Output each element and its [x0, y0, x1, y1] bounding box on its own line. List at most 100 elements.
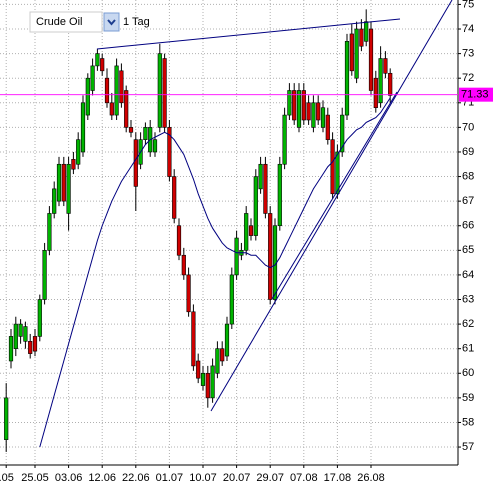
- candle-body: [191, 311, 196, 367]
- candle-body: [388, 72, 393, 96]
- last-price-box: [459, 87, 493, 102]
- candle-body: [301, 90, 306, 121]
- candle-body: [258, 163, 263, 190]
- candle-body: [378, 58, 383, 104]
- y-tick-label: 63: [462, 293, 474, 305]
- candle-body: [100, 58, 105, 72]
- candle-body: [8, 336, 14, 362]
- candle-body: [368, 28, 374, 91]
- candle-body: [354, 28, 359, 79]
- candle-body: [80, 102, 86, 153]
- candle-body: [263, 163, 268, 214]
- candle-body: [205, 372, 210, 399]
- x-tick-label: 03.06: [55, 472, 83, 484]
- y-tick-label: 64: [462, 269, 474, 281]
- candle-body: [152, 139, 158, 153]
- candle-body: [200, 372, 206, 386]
- x-tick-label: 01.07: [156, 472, 184, 484]
- candle-body: [340, 114, 345, 153]
- candle-body: [172, 176, 177, 219]
- candle-body: [56, 163, 62, 202]
- candle-body: [244, 213, 249, 251]
- instrument-dropdown[interactable]: Crude Oil: [29, 11, 103, 33]
- y-tick-label: 61: [462, 343, 474, 355]
- trend-line: [271, 91, 398, 300]
- candle-body: [248, 225, 254, 236]
- y-tick-label: 74: [462, 23, 474, 35]
- x-tick-label: 20.07: [223, 472, 251, 484]
- candle-body: [18, 323, 23, 337]
- candle-body: [220, 348, 225, 362]
- trend-line: [210, 0, 453, 412]
- y-tick-label: 57: [462, 441, 474, 453]
- candle-body: [234, 237, 239, 276]
- candle-body: [349, 33, 354, 72]
- candle-body: [28, 341, 33, 354]
- candle-body: [268, 213, 273, 300]
- x-tick-label: 25.05: [21, 472, 49, 484]
- candle-body: [66, 163, 71, 214]
- y-tick-label: 60: [462, 367, 474, 379]
- dropdown-arrow[interactable]: [107, 19, 116, 26]
- candle-body: [311, 102, 316, 128]
- candle-body: [196, 360, 201, 379]
- period-dropdown[interactable]: 1 Tag: [103, 12, 150, 32]
- candle-body: [104, 77, 110, 104]
- candle-body: [114, 65, 119, 116]
- candle-body: [181, 254, 186, 276]
- candle-body: [344, 41, 350, 116]
- candle-body: [61, 163, 66, 202]
- dropdown-box[interactable]: [29, 11, 103, 33]
- y-tick-label: 73: [462, 48, 474, 60]
- x-tick-label: 26.08: [357, 472, 385, 484]
- candle-body: [176, 225, 182, 256]
- candle-body: [296, 90, 302, 128]
- candle-body: [306, 102, 311, 121]
- candle-body: [229, 274, 234, 325]
- dropdown-button[interactable]: [103, 12, 120, 32]
- candle-body: [76, 139, 81, 165]
- candle-body: [186, 274, 191, 313]
- x-tick-label: .05: [0, 472, 14, 484]
- candle-body: [52, 188, 57, 214]
- candle-body: [167, 127, 172, 177]
- y-tick-label: 65: [462, 244, 474, 256]
- y-tick-label: 70: [462, 121, 474, 133]
- moving-average: [39, 97, 391, 448]
- instrument-name[interactable]: Crude Oil: [36, 16, 82, 28]
- candle-body: [42, 250, 47, 300]
- y-tick-label: 62: [462, 318, 474, 330]
- x-tick-label: 10.07: [189, 472, 217, 484]
- candle-body: [287, 90, 292, 116]
- candle-body: [364, 21, 369, 42]
- x-tick-label: 17.08: [324, 472, 352, 484]
- y-tick-label: 68: [462, 170, 474, 182]
- candle-body: [162, 58, 167, 128]
- y-tick-label: 69: [462, 146, 474, 158]
- candle-body: [95, 53, 100, 67]
- y-tick-label: 59: [462, 392, 474, 404]
- y-tick-label: 75: [462, 0, 474, 10]
- candle-body: [215, 348, 220, 374]
- trend-lines: [96, 0, 453, 412]
- candle-body: [37, 299, 42, 337]
- y-tick-label: 67: [462, 195, 474, 207]
- period-name[interactable]: 1 Tag: [123, 16, 150, 28]
- x-tick-label: 29.07: [256, 472, 284, 484]
- candle-body: [359, 28, 364, 47]
- candle-body: [253, 176, 258, 236]
- candle-body: [282, 114, 287, 165]
- candle-body: [13, 323, 18, 349]
- candle-body: [85, 77, 90, 116]
- x-tick-label: 07.08: [290, 472, 318, 484]
- candle-body: [383, 58, 388, 74]
- candle-body: [32, 336, 38, 352]
- candle-body: [90, 65, 95, 91]
- candle-body: [320, 107, 326, 128]
- y-tick-label: 66: [462, 220, 474, 232]
- candle-body: [157, 53, 162, 128]
- trend-line: [96, 18, 401, 50]
- candle-body: [133, 139, 138, 187]
- candle-body: [330, 139, 335, 195]
